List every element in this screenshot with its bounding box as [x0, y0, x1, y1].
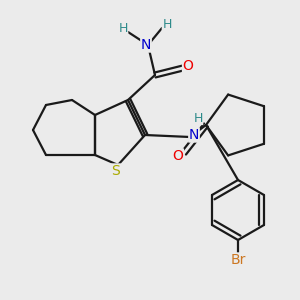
Text: Br: Br [230, 253, 246, 267]
Text: S: S [112, 164, 120, 178]
Text: H: H [193, 112, 203, 124]
Text: N: N [189, 128, 199, 142]
Text: O: O [172, 149, 183, 163]
Text: O: O [183, 59, 194, 73]
Text: H: H [162, 17, 172, 31]
Text: N: N [141, 38, 151, 52]
Text: H: H [118, 22, 128, 34]
